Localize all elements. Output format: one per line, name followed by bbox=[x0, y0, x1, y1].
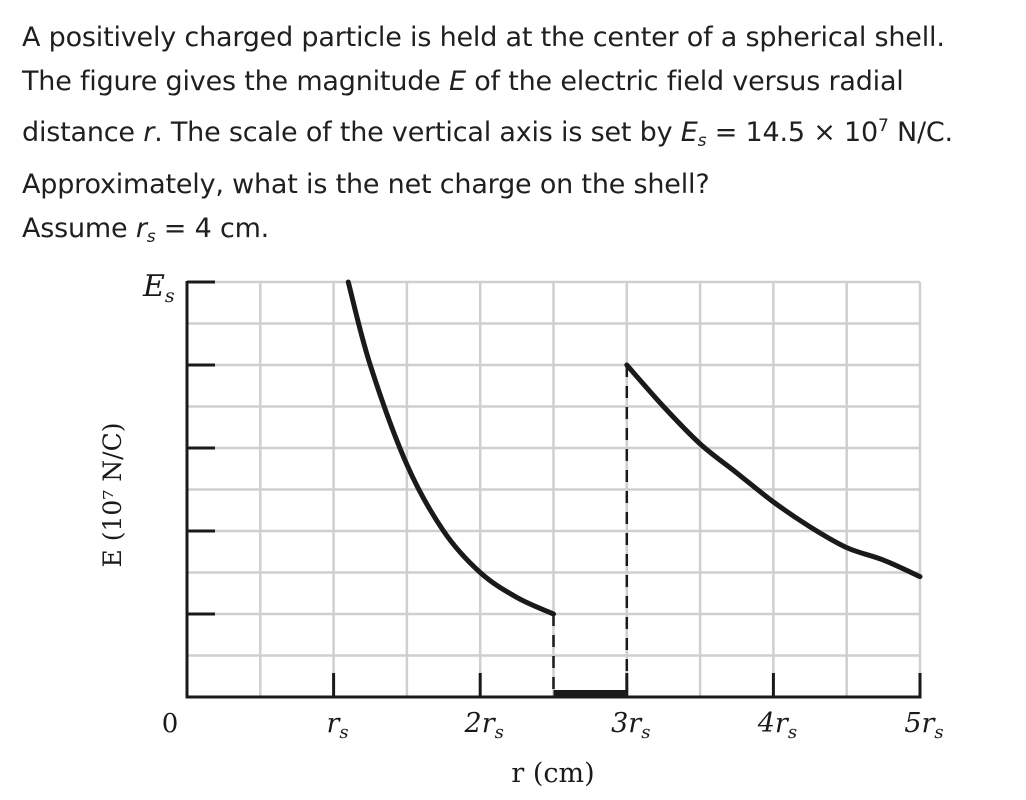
chart-marks bbox=[345, 279, 923, 697]
question-line-3: distance r. The scale of the vertical ax… bbox=[22, 116, 953, 151]
x-tick-label: 3rs bbox=[611, 708, 650, 743]
field-curve-inside bbox=[345, 279, 556, 617]
question-line-1: A positively charged particle is held at… bbox=[22, 22, 945, 53]
field-curve-outside bbox=[624, 362, 923, 580]
x-tick-label: 4rs bbox=[757, 708, 797, 743]
chart-grid bbox=[187, 280, 922, 697]
question-line-4: Approximately, what is the net charge on… bbox=[22, 169, 710, 200]
chart-axes bbox=[185, 281, 922, 699]
question-line-2: The figure gives the magnitude E of the … bbox=[22, 66, 904, 97]
x-tick-label: 5rs bbox=[904, 708, 943, 743]
question-text: A positively charged particle is held at… bbox=[22, 16, 1012, 259]
chart-labels: rs 2rs 3rs 4rs 5rs bbox=[327, 708, 944, 743]
x-origin-label: 0 bbox=[162, 709, 179, 739]
y-axis-top-label: Es bbox=[142, 269, 175, 307]
x-tick-label: 2rs bbox=[464, 708, 504, 743]
x-tick-label: rs bbox=[327, 708, 349, 743]
x-axis-label: r (cm) bbox=[511, 758, 594, 789]
y-axis-label: E (10⁷ N/C) bbox=[98, 423, 127, 568]
question-line-5: Assume rs = 4 cm. bbox=[22, 213, 270, 247]
